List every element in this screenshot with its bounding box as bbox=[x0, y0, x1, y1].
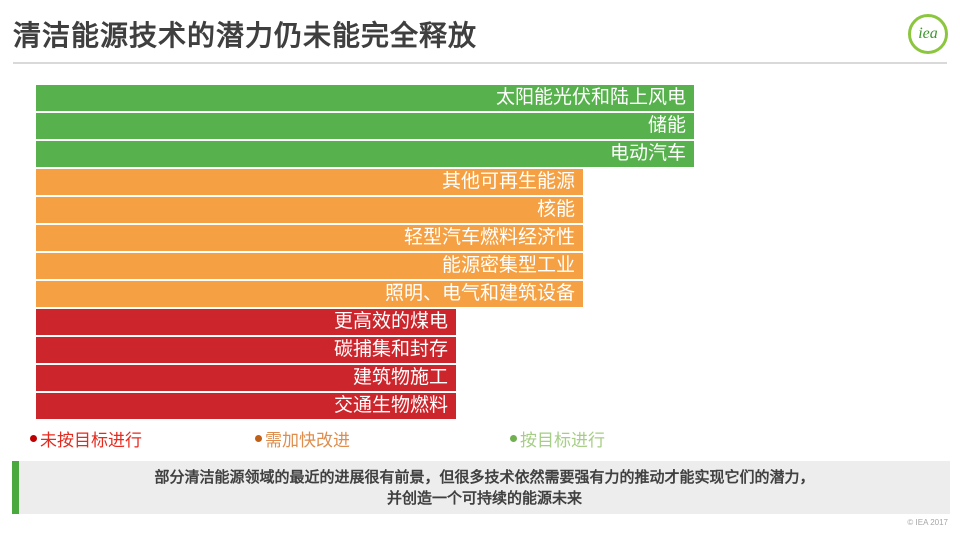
bar-label: 照明、电气和建筑设备 bbox=[384, 283, 575, 304]
bar-row: 电动汽车 bbox=[36, 141, 694, 167]
bar-chart: 太阳能光伏和陆上风电 储能 电动汽车 其他可再生能源 核能 轻型汽车燃料经济性 … bbox=[36, 85, 736, 421]
legend-bullet-icon bbox=[255, 434, 262, 442]
legend-label: 需加快改进 bbox=[265, 430, 350, 450]
bar-row: 碳捕集和封存 bbox=[36, 337, 456, 363]
bar-row: 储能 bbox=[36, 113, 694, 139]
bar-row: 能源密集型工业 bbox=[36, 253, 583, 279]
summary-note-line-1: 部分清洁能源领域的最近的进展很有前景，但很多技术依然需要强有力的推动才能实现它们… bbox=[154, 468, 815, 486]
bar-label: 储能 bbox=[647, 115, 686, 136]
bar-label: 其他可再生能源 bbox=[441, 171, 575, 192]
page-title: 清洁能源技术的潜力仍未能完全释放 bbox=[13, 21, 478, 52]
bar-label: 核能 bbox=[536, 199, 575, 220]
summary-note: 部分清洁能源领域的最近的进展很有前景，但很多技术依然需要强有力的推动才能实现它们… bbox=[12, 461, 950, 514]
legend-label: 按目标进行 bbox=[520, 430, 605, 450]
copyright: © IEA 2017 bbox=[907, 518, 948, 527]
bar-row: 其他可再生能源 bbox=[36, 169, 583, 195]
legend-item-improvement-needed: 需加快改进 bbox=[255, 427, 350, 450]
bar-label: 轻型汽车燃料经济性 bbox=[403, 227, 575, 248]
bar-row: 照明、电气和建筑设备 bbox=[36, 281, 583, 307]
iea-logo-text: iea bbox=[918, 25, 938, 42]
bar-row: 更高效的煤电 bbox=[36, 309, 456, 335]
bar-row: 太阳能光伏和陆上风电 bbox=[36, 85, 694, 111]
bar-row: 建筑物施工 bbox=[36, 365, 456, 391]
chart-legend: 未按目标进行 需加快改进 按目标进行 bbox=[0, 427, 960, 450]
bar-label: 电动汽车 bbox=[609, 143, 686, 164]
legend-label: 未按目标进行 bbox=[40, 430, 142, 450]
bar-label: 建筑物施工 bbox=[352, 367, 448, 388]
legend-bullet-icon bbox=[30, 434, 37, 442]
bar-row: 核能 bbox=[36, 197, 583, 223]
summary-note-line-2: 并创造一个可持续的能源未来 bbox=[386, 489, 582, 507]
bar-row: 交通生物燃料 bbox=[36, 393, 456, 419]
bar-label: 碳捕集和封存 bbox=[333, 339, 448, 360]
legend-item-on-track: 按目标进行 bbox=[510, 427, 605, 450]
bar-label: 太阳能光伏和陆上风电 bbox=[495, 87, 686, 108]
legend-item-not-on-track: 未按目标进行 bbox=[30, 427, 142, 450]
iea-logo-icon: iea bbox=[908, 14, 948, 54]
bar-label: 交通生物燃料 bbox=[333, 395, 448, 416]
title-divider bbox=[13, 62, 947, 64]
legend-bullet-icon bbox=[510, 434, 517, 442]
bar-label: 更高效的煤电 bbox=[333, 311, 448, 332]
bar-label: 能源密集型工业 bbox=[441, 255, 575, 276]
bar-row: 轻型汽车燃料经济性 bbox=[36, 225, 583, 251]
